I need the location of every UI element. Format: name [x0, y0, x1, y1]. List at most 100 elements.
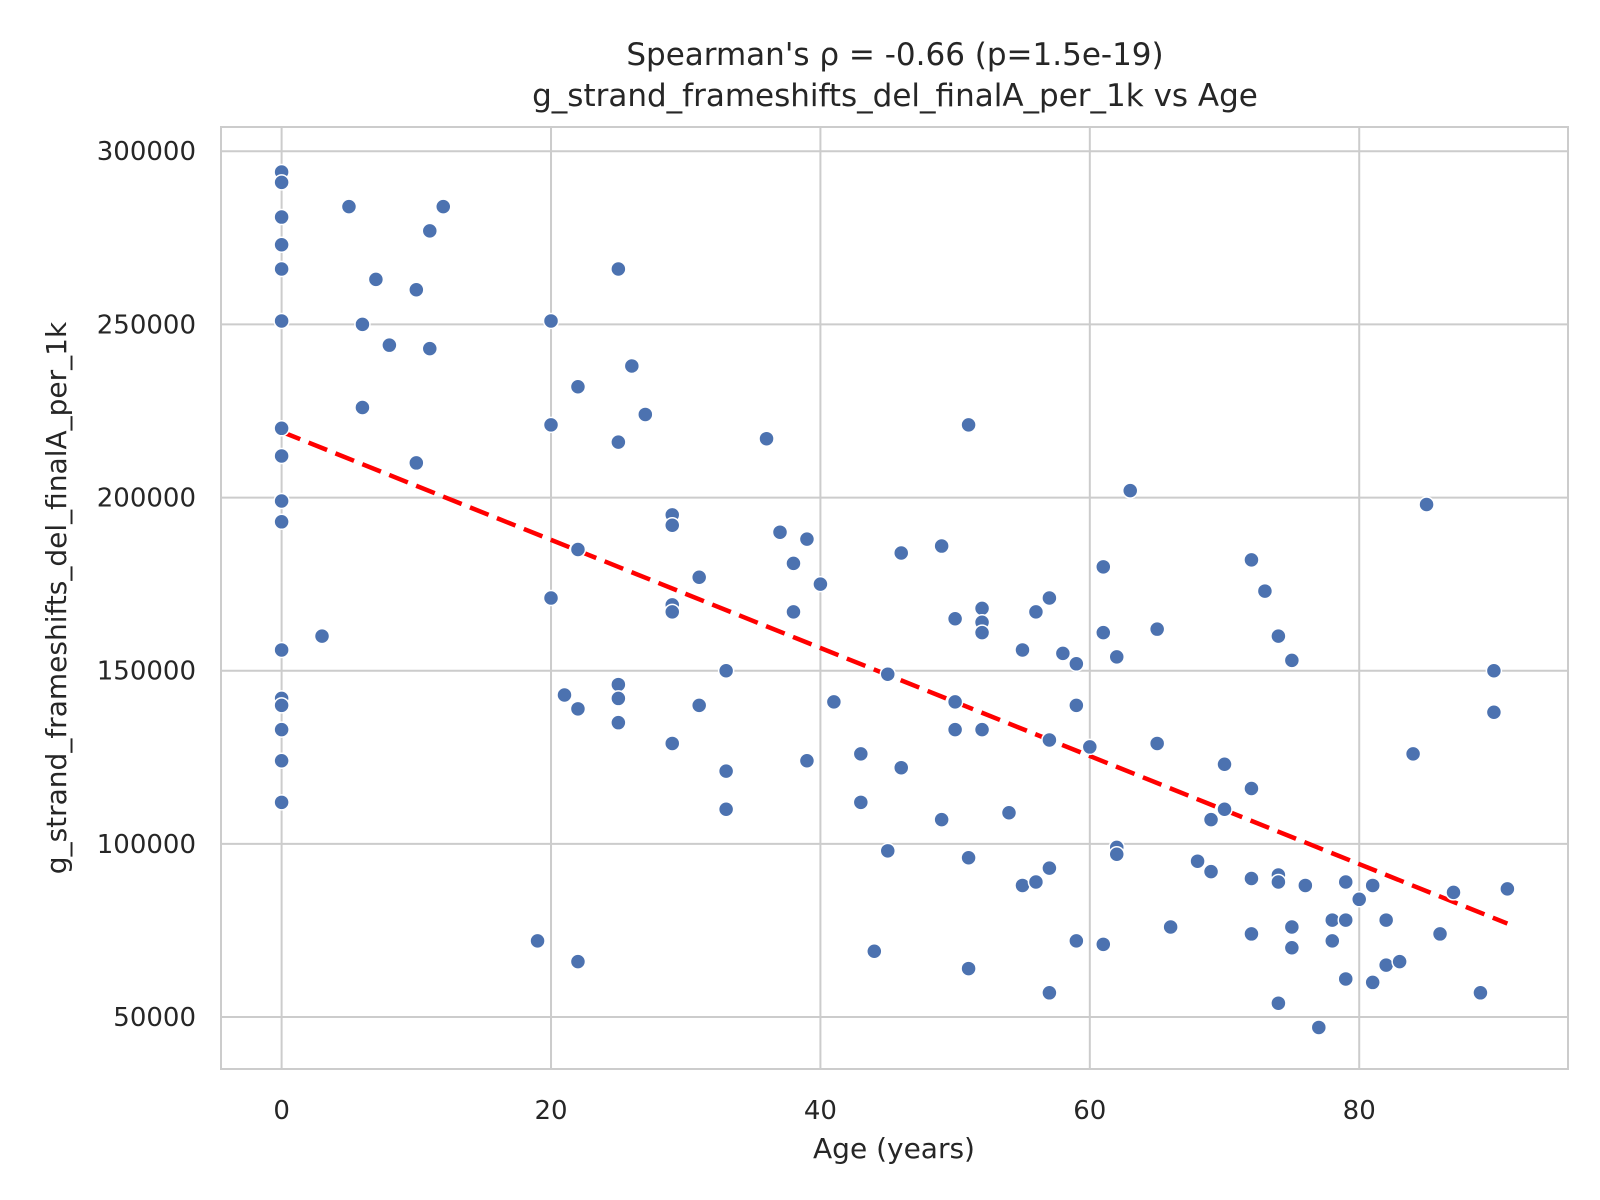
data-point — [529, 932, 546, 950]
data-point — [1027, 603, 1045, 621]
data-point — [1337, 970, 1354, 988]
data-point — [758, 430, 775, 447]
x-tick-label: 20 — [534, 1096, 567, 1126]
data-point — [273, 752, 290, 770]
data-point — [933, 537, 950, 555]
data-point — [1095, 558, 1112, 576]
data-point — [1485, 662, 1503, 679]
data-point — [1324, 932, 1341, 950]
data-point — [1041, 589, 1058, 607]
data-point — [408, 454, 425, 472]
data-point — [973, 721, 991, 738]
data-point — [637, 406, 654, 423]
data-point — [852, 794, 870, 811]
data-point — [1431, 925, 1449, 943]
data-point — [960, 960, 977, 977]
y-tick-label: 150000 — [97, 657, 196, 687]
data-point — [1121, 482, 1139, 499]
plot-frame — [220, 126, 1569, 1070]
data-point — [866, 943, 883, 960]
data-point — [273, 794, 290, 811]
data-point — [273, 513, 290, 531]
data-point — [1256, 582, 1274, 600]
data-point — [798, 752, 816, 770]
data-point — [1014, 877, 1031, 894]
data-point — [1216, 801, 1233, 818]
data-point — [273, 420, 290, 437]
data-point — [1297, 877, 1314, 894]
data-point — [273, 492, 290, 510]
data-point — [569, 953, 587, 970]
data-point — [1418, 496, 1435, 513]
data-point — [946, 721, 964, 738]
data-point — [960, 416, 977, 434]
data-point — [1068, 697, 1085, 714]
data-point — [1283, 652, 1301, 669]
data-point — [1108, 846, 1126, 863]
data-point — [946, 693, 964, 711]
data-point — [852, 745, 870, 763]
data-point — [1189, 852, 1206, 870]
data-point — [273, 697, 290, 714]
chart-subtitle: g_strand_frameshifts_del_finalA_per_1k v… — [532, 78, 1258, 114]
data-point — [717, 662, 735, 679]
data-point — [825, 693, 843, 711]
data-point — [610, 714, 627, 731]
data-point — [421, 222, 439, 240]
x-tick-label: 0 — [273, 1096, 290, 1126]
y-axis-label: g_strand_frameshifts_del_finalA_per_1k — [40, 321, 73, 874]
data-point — [946, 610, 964, 628]
data-point — [273, 174, 290, 191]
data-point — [1027, 873, 1045, 891]
data-point — [367, 271, 385, 288]
data-point — [1499, 880, 1516, 898]
data-point — [1041, 859, 1058, 877]
x-tick-label: 40 — [804, 1096, 837, 1126]
data-point — [542, 416, 560, 434]
data-point — [273, 208, 290, 226]
data-point — [1216, 755, 1233, 773]
data-point — [381, 336, 398, 354]
y-tick-label: 300000 — [97, 137, 196, 167]
y-axis-ticks: 50000 100000 150000 200000 250000 300000 — [97, 137, 196, 1033]
data-point — [1095, 936, 1112, 953]
data-point — [1270, 627, 1287, 645]
data-point — [569, 541, 587, 558]
data-point — [1243, 780, 1260, 797]
data-point — [1108, 648, 1126, 666]
data-point — [1148, 735, 1166, 752]
data-point — [1364, 877, 1381, 894]
y-tick-label: 50000 — [113, 1003, 196, 1033]
data-point — [798, 530, 816, 548]
data-point — [1445, 884, 1462, 901]
data-point — [1041, 731, 1058, 749]
trend-line — [280, 429, 1509, 926]
data-point — [690, 568, 708, 586]
data-point — [556, 686, 573, 704]
data-point — [354, 399, 371, 416]
x-axis-ticks: 0 20 40 60 80 — [273, 1096, 1375, 1126]
data-point — [1270, 994, 1287, 1012]
data-point — [1377, 911, 1395, 929]
data-point — [610, 690, 627, 707]
data-point — [973, 624, 991, 641]
data-point — [273, 641, 290, 659]
data-point — [1054, 645, 1072, 662]
data-point — [1337, 873, 1354, 891]
data-point — [973, 600, 991, 617]
data-point — [1472, 984, 1489, 1002]
data-point — [1243, 925, 1260, 943]
x-axis-label: Age (years) — [813, 1132, 975, 1165]
data-point — [1068, 655, 1085, 673]
data-point — [663, 603, 681, 621]
x-tick-label: 80 — [1343, 1096, 1376, 1126]
data-point — [569, 700, 587, 718]
data-point — [1350, 891, 1368, 908]
data-point — [610, 433, 627, 451]
data-point — [435, 198, 452, 215]
data-point — [610, 676, 627, 693]
trend-line-group — [280, 429, 1509, 926]
data-point — [1014, 641, 1031, 659]
data-point — [1283, 918, 1301, 936]
